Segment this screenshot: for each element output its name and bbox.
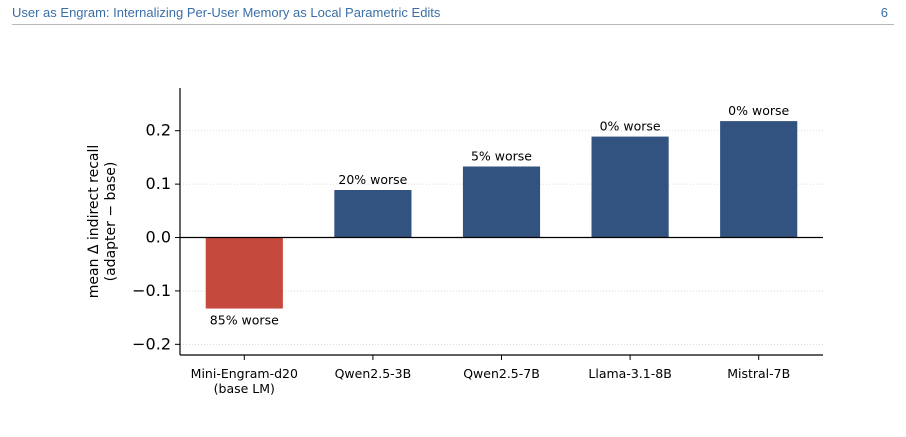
bars: [205, 121, 798, 309]
x-tick-label: Llama-3.1-8B: [588, 366, 671, 381]
y-tick-label: 0.0: [146, 228, 171, 247]
bar-label: 85% worse: [210, 313, 279, 328]
bar: [205, 237, 283, 309]
y-tick-label: −0.1: [132, 281, 171, 300]
y-tick-label: −0.2: [132, 334, 171, 353]
x-tick-label: (base LM): [214, 381, 275, 396]
x-tick-label: Mini-Engram-d20: [191, 366, 298, 381]
bar: [462, 166, 541, 238]
y-axis-label: (adapter − base): [103, 162, 119, 282]
y-tick-label: 0.1: [146, 174, 171, 193]
page-header: User as Engram: Internalizing Per-User M…: [12, 0, 894, 25]
axes: −0.2 −0.1 0.0 0.1 0.2 Mini-Engram-d20(base LM…: [86, 88, 823, 396]
y-axis-label: mean Δ indirect recall: [86, 145, 102, 299]
bar: [720, 121, 798, 238]
x-tick-label: Qwen2.5-3B: [335, 366, 412, 381]
x-tick-label: Mistral-7B: [727, 366, 790, 381]
y-tick-label: 0.2: [146, 121, 171, 140]
bar: [591, 136, 669, 238]
bar-label: 20% worse: [338, 172, 407, 187]
bar-labels: 85% worse 20% worse 5% worse 0% worse 0% wor…: [210, 103, 790, 327]
x-tick-label: Qwen2.5-7B: [463, 366, 540, 381]
bar-label: 5% worse: [471, 148, 532, 163]
page-number: 6: [880, 5, 888, 20]
bar-label: 0% worse: [600, 119, 661, 134]
running-title: User as Engram: Internalizing Per-User M…: [12, 5, 441, 20]
bar-label: 0% worse: [728, 103, 789, 118]
bar: [334, 189, 412, 238]
